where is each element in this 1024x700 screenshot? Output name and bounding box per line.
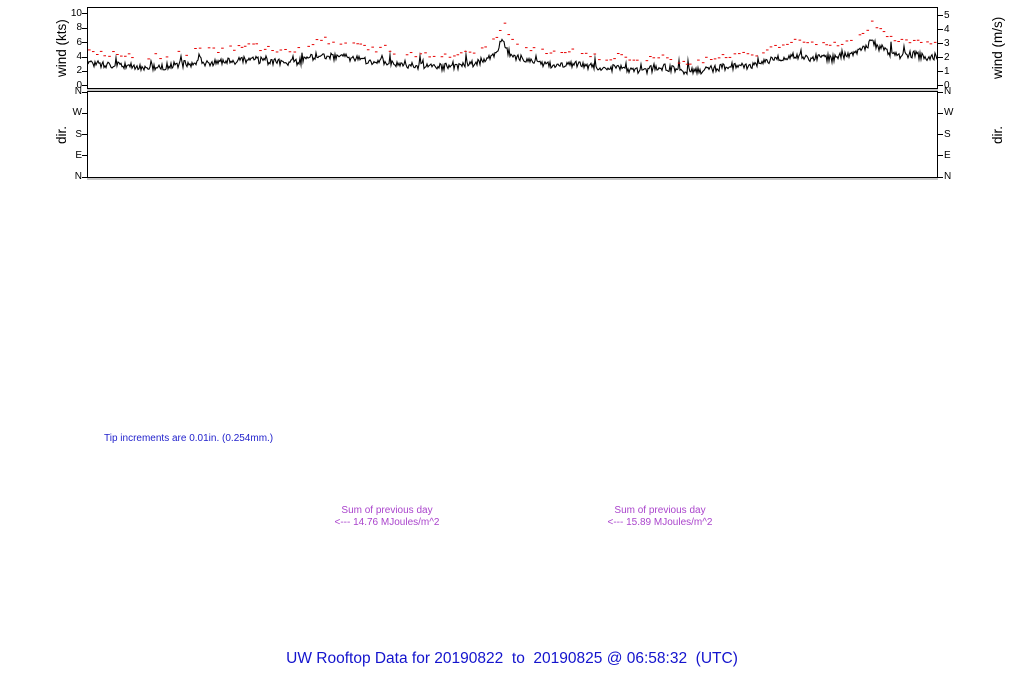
y-tick-dir [82,112,87,114]
y-tick-dir [82,134,87,135]
axis-title-left-wind: wind (kts) [54,19,69,77]
panel-wind [87,7,938,89]
y-tick-wind [82,13,87,15]
y-tick-wind [82,85,87,87]
axis-title-right-dir: dir. [990,125,1005,144]
y-tick-wind [82,56,87,58]
y-tick-wind [938,71,943,73]
y-tick-dir [82,176,87,178]
y-tick-wind [82,70,87,72]
y-tick-wind [938,15,943,17]
rad-sum-annotation-2: Sum of previous day <--- 15.89 MJoules/m… [555,505,765,529]
y-tick-label-dir: E [944,149,951,161]
y-tick-dir [938,134,943,135]
rad-sum-2-line2: <--- 15.89 MJoules/m^2 [607,517,713,528]
y-tick-label-wind: 1 [944,65,950,77]
y-tick-label-dir: N [944,86,952,97]
y-tick-label-wind: 2 [76,65,82,77]
y-tick-label-dir: E [75,149,82,161]
y-tick-dir [938,155,943,157]
y-tick-label-dir: N [74,86,82,97]
y-tick-dir [82,155,87,157]
y-tick-label-wind: 0 [76,79,82,91]
y-tick-label-dir: W [944,107,954,119]
rad-sum-1-line1: Sum of previous day [341,505,433,516]
y-tick-label-dir: N [944,171,952,182]
axis-title-right-wind: wind (m/s) [990,16,1005,80]
y-tick-dir [938,91,943,93]
y-tick-label-dir: S [75,128,82,140]
y-tick-label-wind: 6 [76,36,82,48]
rad-sum-1-line2: <--- 14.76 MJoules/m^2 [334,517,440,528]
y-tick-dir [938,176,943,178]
y-tick-dir [938,112,943,114]
y-tick-wind [938,57,943,59]
chart-title: UW Rooftop Data for 20190822 to 20190825… [286,650,738,667]
y-tick-label-dir: W [72,107,82,119]
y-tick-label-wind: 5 [944,9,950,21]
y-tick-wind [938,43,943,45]
y-tick-wind [82,27,87,29]
rad-sum-annotation-1: Sum of previous day <--- 14.76 MJoules/m… [282,505,492,529]
y-tick-label-wind: 8 [76,22,82,34]
panel-dir [87,91,938,178]
y-tick-label-dir: S [944,128,951,140]
y-tick-wind [938,29,943,31]
y-tick-label-wind: 0 [944,79,950,91]
y-tick-label-wind: 2 [944,51,950,63]
y-tick-dir [82,91,87,93]
y-tick-label-wind: 3 [944,37,950,49]
pcp-tip-note: Tip increments are 0.01in. (0.254mm.) [104,433,274,444]
y-tick-label-dir: N [74,171,82,182]
y-tick-wind [938,85,943,87]
panel-dir-plot [88,92,937,177]
y-tick-label-wind: 4 [76,51,82,62]
rad-sum-2-line1: Sum of previous day [614,505,706,516]
axis-title-left-dir: dir. [54,125,69,144]
panel-wind-plot [88,8,937,88]
y-tick-label-wind: 10 [70,7,82,19]
y-tick-label-wind: 4 [944,23,950,35]
y-tick-wind [82,42,87,44]
